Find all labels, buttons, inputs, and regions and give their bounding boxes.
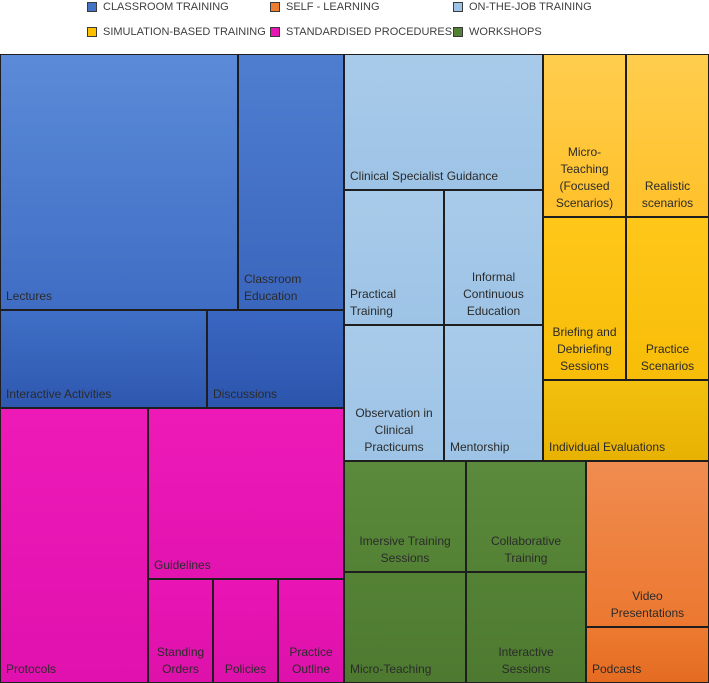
treemap-tile-label: Policies — [224, 662, 267, 676]
treemap-tile-collaborative-training: Collaborative Training — [466, 461, 586, 572]
treemap-tile-label: Mentorship — [450, 440, 510, 454]
treemap-tile-lectures: Lectures — [0, 54, 238, 310]
treemap-tile-label: Video Presentations — [610, 589, 685, 620]
treemap-tile-clinical-specialist-guidance: Clinical Specialist Guidance — [344, 54, 543, 190]
treemap-tile-label: Protocols — [6, 662, 57, 676]
treemap-tile-label: Interactive Activities — [6, 387, 112, 401]
treemap-tile-realistic-scenarios: Realistic scenarios — [626, 54, 709, 217]
treemap-tile-label: Discussions — [213, 387, 278, 401]
legend-swatch — [453, 27, 463, 37]
treemap-tile-practice-scenarios: Practice Scenarios — [626, 217, 709, 380]
treemap-tile-practice-outline: Practice Outline — [278, 579, 344, 683]
legend-item-simulation-based-training: SIMULATION-BASED TRAINING — [87, 25, 266, 39]
treemap-tile-label: Interactive Sessions — [498, 645, 554, 676]
legend-item-self-learning: SELF - LEARNING — [270, 0, 380, 14]
treemap-tile-label: Lectures — [6, 289, 53, 303]
treemap-tile-interactive-sessions: Interactive Sessions — [466, 572, 586, 683]
treemap-tile-observation-in-clinical-practicums: Observation in Clinical Practicums — [344, 325, 444, 461]
legend-swatch — [270, 27, 280, 37]
legend-label: CLASSROOM TRAINING — [103, 1, 229, 13]
legend-label: WORKSHOPS — [469, 26, 542, 38]
treemap-tile-label: Practice Outline — [289, 645, 333, 676]
legend-label: STANDARDISED PROCEDURES — [286, 26, 453, 38]
treemap-tile-video-presentations: Video Presentations — [586, 461, 709, 627]
treemap-tile-interactive-activities: Interactive Activities — [0, 310, 207, 408]
chart-legend: CLASSROOM TRAINING SELF - LEARNING ON-TH… — [0, 0, 709, 50]
treemap-tile-micro-teaching-focused-scenarios: Micro- Teaching (Focused Scenarios) — [543, 54, 626, 217]
treemap-tile-individual-evaluations: Individual Evaluations — [543, 380, 709, 461]
treemap-tile-label: Micro- Teaching (Focused Scenarios) — [555, 145, 614, 210]
treemap-tile-label: Imersive Training Sessions — [359, 534, 451, 565]
treemap-tile-label: Observation in Clinical Practicums — [355, 406, 433, 454]
treemap-tile-discussions: Discussions — [207, 310, 344, 408]
treemap-tile-imersive-training-sessions: Imersive Training Sessions — [344, 461, 466, 572]
treemap-tile-mentorship: Mentorship — [444, 325, 543, 461]
treemap-tile-label: Micro-Teaching — [350, 662, 432, 676]
treemap-tile-label: Realistic scenarios — [641, 179, 694, 210]
treemap-tile-policies: Policies — [213, 579, 278, 683]
legend-swatch — [87, 27, 97, 37]
treemap-tile-label: Practical Training — [350, 287, 397, 318]
legend-label: ON-THE-JOB TRAINING — [469, 1, 592, 13]
legend-label: SELF - LEARNING — [286, 1, 380, 13]
treemap-tile-label: Individual Evaluations — [549, 440, 666, 454]
treemap-tile-practical-training: Practical Training — [344, 190, 444, 325]
legend-item-on-the-job-training: ON-THE-JOB TRAINING — [453, 0, 592, 14]
treemap-tile-label: Podcasts — [592, 662, 642, 676]
treemap-tile-label: Classroom Education — [244, 272, 302, 303]
legend-item-workshops: WORKSHOPS — [453, 25, 542, 39]
treemap-tile-label: Clinical Specialist Guidance — [350, 169, 499, 183]
legend-label: SIMULATION-BASED TRAINING — [103, 26, 266, 38]
treemap-tile-label: Guidelines — [154, 558, 211, 572]
treemap-tile-label: Practice Scenarios — [640, 342, 695, 373]
legend-item-standardised-procedures: STANDARDISED PROCEDURES — [270, 25, 452, 39]
treemap-tile-classroom-education: Classroom Education — [238, 54, 344, 310]
treemap-tile-podcasts: Podcasts — [586, 627, 709, 683]
treemap-tile-informal-continuous-education: Informal Continuous Education — [444, 190, 543, 325]
treemap-tile-label: Briefing and Debriefing Sessions — [552, 325, 617, 373]
treemap-tile-guidelines: Guidelines — [148, 408, 344, 579]
treemap-tile-label: Collaborative Training — [490, 534, 562, 565]
treemap-tile-briefing-and-debriefing-sessions: Briefing and Debriefing Sessions — [543, 217, 626, 380]
legend-swatch — [453, 2, 463, 12]
treemap-tile-standing-orders: Standing Orders — [148, 579, 213, 683]
legend-swatch — [87, 2, 97, 12]
treemap-tile-label: Standing Orders — [156, 645, 205, 676]
treemap-tile-micro-teaching: Micro-Teaching — [344, 572, 466, 683]
treemap-tile-protocols: Protocols — [0, 408, 148, 683]
treemap-tile-label: Informal Continuous Education — [463, 270, 524, 318]
legend-item-classroom-training: CLASSROOM TRAINING — [87, 0, 229, 14]
legend-swatch — [270, 2, 280, 12]
